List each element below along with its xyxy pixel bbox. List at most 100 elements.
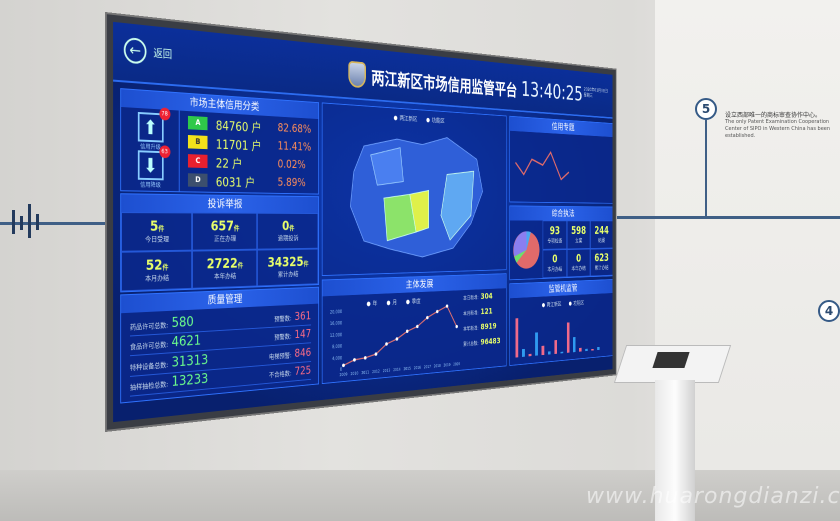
enforcement-stat[interactable]: 244 结案	[590, 221, 612, 249]
credit-upgrade-button[interactable]: ⬆ 78 信用升级	[138, 112, 164, 151]
x-tick-label: 2010	[351, 371, 359, 377]
series-line	[343, 306, 456, 366]
development-line-chart: 04,0008,00012,00016,00020,0002009 2010 201…	[325, 300, 461, 382]
wall-step-number: 4	[818, 300, 840, 322]
quality-left: 食品许可总数: 4621	[130, 333, 201, 353]
stat-label: 今日受理	[122, 234, 191, 244]
dev-kpi-value: 121	[479, 307, 493, 317]
complaint-stat[interactable]: 0件 逾期投诉	[257, 213, 318, 250]
grade-tag: C	[188, 154, 208, 168]
monitor-bar	[515, 318, 518, 357]
quality-left-value: 13233	[172, 372, 209, 391]
stat-label: 累计办结	[591, 264, 613, 272]
x-tick-label: 2015	[404, 366, 411, 372]
upgrade-badge: 78	[159, 107, 170, 120]
data-point	[426, 316, 428, 319]
page-title: 两江新区市场信用监管平台	[348, 61, 517, 101]
complaint-stat[interactable]: 2722件 本年办结	[192, 250, 258, 289]
dev-kpi-value: 8919	[479, 322, 497, 332]
wall-timeline	[705, 120, 707, 216]
monitor-bar	[567, 322, 570, 352]
monitor-bar	[573, 337, 576, 352]
downgrade-badge: 63	[159, 145, 170, 158]
development-panel: 主体发展 年月季度 04,0008,00012,00016,00020,0002…	[322, 273, 507, 384]
stat-label: 本年办结	[193, 271, 257, 282]
grade-count: 22 户	[216, 153, 270, 172]
date: 2020年01月08日 星期三	[584, 87, 609, 101]
data-point	[364, 356, 367, 360]
stat-value: 244	[591, 225, 613, 237]
watermark: www.huarongdianzi.com	[586, 484, 840, 509]
kiosk-screen[interactable]	[652, 352, 689, 368]
stat-label: 逾期投诉	[258, 234, 317, 244]
dev-kpi: 本月新增: 121	[463, 306, 503, 317]
map-panel: 两江新区功能区	[322, 102, 507, 276]
monitor-bar	[591, 349, 593, 351]
stat-value: 93	[543, 225, 566, 237]
monitor-bar	[548, 351, 551, 354]
wall-caption-en: The only Patent Examination Cooperation …	[725, 119, 835, 140]
data-point	[396, 337, 399, 341]
stat-value: 0件	[258, 219, 317, 234]
enforcement-stat[interactable]: 598 立案	[567, 220, 590, 248]
grade-percent: 11.41%	[278, 139, 311, 153]
grade-tag: B	[188, 135, 208, 149]
title-text: 两江新区市场信用监管平台	[371, 63, 517, 100]
grade-row[interactable]: C 22 户 0.02%	[188, 152, 311, 174]
district-map[interactable]	[323, 118, 508, 268]
credit-topic-panel: 信用专题	[509, 116, 612, 204]
monitor-bar	[522, 349, 525, 357]
complaints-panel: 投诉举报 5件 今日受理 657件 正在办理 0件 逾期投诉 52件 本月办结 2722件 本年办…	[120, 193, 319, 292]
quality-right-value: 361	[295, 309, 312, 322]
quality-left-value: 31313	[172, 352, 209, 370]
complaint-stat[interactable]: 657件 正在办理	[192, 212, 258, 250]
credit-downgrade-button[interactable]: ⬇ 63 信用降级	[138, 150, 164, 189]
monitor-bar	[597, 347, 599, 350]
complaints-title: 投诉举报	[121, 194, 318, 213]
enforcement-stat[interactable]: 623 累计办结	[590, 248, 612, 276]
quality-right: 不合格数: 725	[269, 364, 311, 380]
x-tick-label: 2011	[361, 370, 369, 376]
enforcement-stat[interactable]: 0 本年办结	[567, 248, 590, 277]
stat-label: 结案	[591, 236, 613, 244]
dev-kpi: 本年新增: 8919	[463, 321, 503, 333]
stat-unit: 件	[158, 225, 164, 233]
grade-row[interactable]: D 6031 户 5.89%	[188, 171, 311, 191]
complaint-stat[interactable]: 5件 今日受理	[121, 212, 192, 252]
y-tick-label: 12,000	[330, 332, 342, 338]
dashboard-display: ← 返回 两江新区市场信用监管平台 13:40:25 2020年01月08日 星期…	[105, 12, 617, 432]
quality-right-value: 846	[295, 346, 312, 360]
x-tick-label: 2016	[414, 365, 421, 371]
complaint-stat[interactable]: 34325件 累计办结	[257, 249, 318, 287]
wall-step-number: 5	[695, 98, 717, 120]
enforcement-stat[interactable]: 93 专项检查	[543, 220, 567, 249]
stat-label: 正在办理	[193, 234, 257, 244]
police-badge-icon	[348, 61, 366, 89]
stat-value: 0	[543, 253, 566, 266]
clock: 13:40:25	[521, 78, 583, 106]
wall-caption-cn: 设立西部唯一的商标审查协作中心。	[725, 112, 835, 119]
stat-value: 598	[567, 225, 589, 237]
x-tick-label: 2013	[383, 368, 391, 374]
monitor-bar	[529, 354, 532, 357]
monitor-bar	[579, 348, 582, 352]
stat-value: 5件	[122, 219, 191, 235]
stat-label: 累计办结	[258, 269, 317, 280]
dev-kpi: 本日新增: 304	[463, 291, 503, 302]
complaint-stat[interactable]: 52件 本月办结	[121, 251, 192, 292]
quality-panel: 质量管理 药品许可总数: 580 预警数: 361 食品许可总数: 4621 预警数: 147…	[120, 287, 319, 404]
enforcement-title: 综合执法	[510, 206, 612, 220]
data-point	[436, 310, 438, 313]
quality-right: 预警数: 361	[274, 309, 311, 324]
enforcement-stat[interactable]: 0 本月办结	[543, 249, 567, 278]
data-point	[342, 364, 345, 368]
x-tick-label: 2009	[340, 372, 348, 378]
back-button[interactable]: ← 返回	[124, 37, 172, 67]
back-label: 返回	[153, 45, 172, 62]
y-tick-label: 16,000	[330, 321, 342, 327]
grade-count: 11701 户	[216, 134, 270, 154]
grade-list: A 84760 户 82.68% B 11701 户 11.41% C 22 户 0.02% D 6…	[180, 111, 318, 194]
stat-unit: 件	[304, 260, 309, 267]
grade-percent: 82.68%	[278, 121, 311, 135]
quality-left-value: 4621	[172, 333, 201, 350]
